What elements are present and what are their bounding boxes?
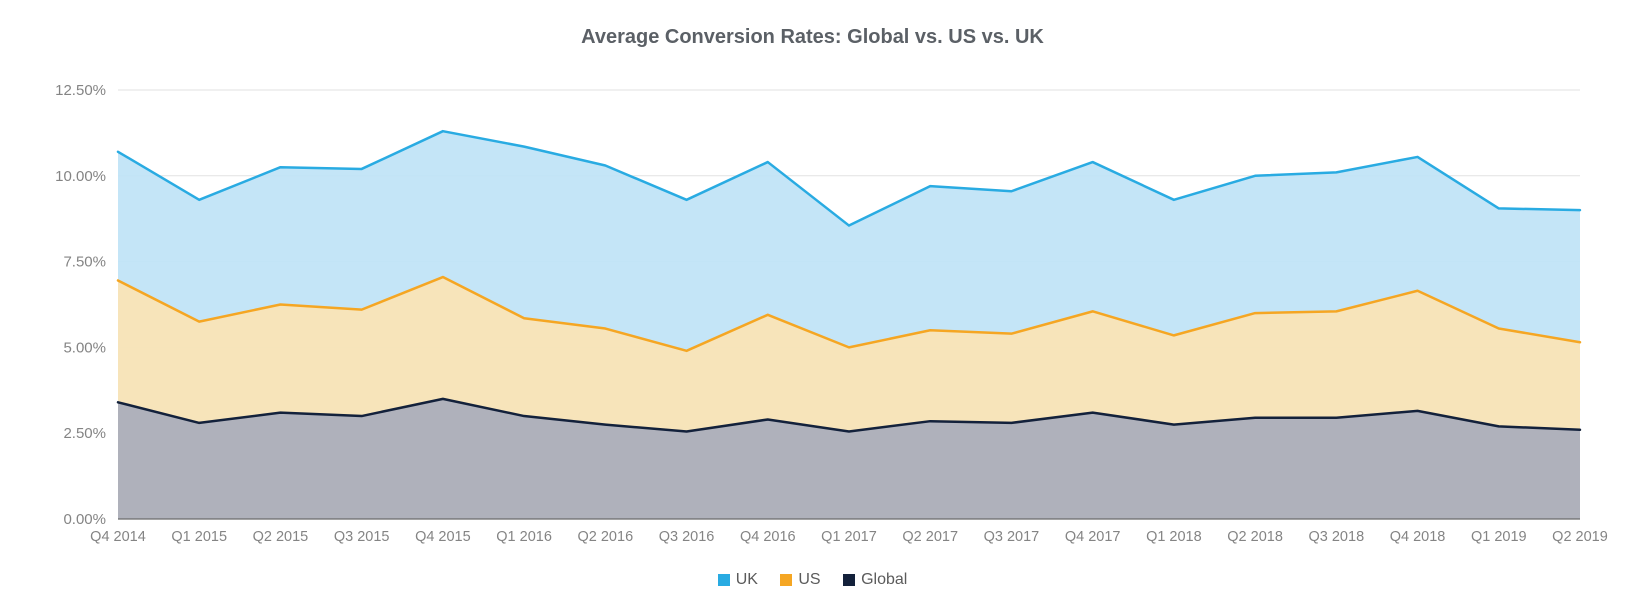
svg-text:12.50%: 12.50% (55, 82, 106, 99)
svg-text:Q3 2016: Q3 2016 (659, 529, 715, 545)
svg-text:Q3 2017: Q3 2017 (984, 529, 1040, 545)
svg-text:Q1 2016: Q1 2016 (496, 529, 552, 545)
svg-text:Q2 2017: Q2 2017 (902, 529, 958, 545)
svg-text:2.50%: 2.50% (63, 425, 106, 442)
svg-text:Q4 2016: Q4 2016 (740, 529, 796, 545)
svg-text:Q2 2015: Q2 2015 (253, 529, 309, 545)
svg-text:Q4 2014: Q4 2014 (90, 529, 146, 545)
svg-text:Q4 2017: Q4 2017 (1065, 529, 1121, 545)
svg-text:7.50%: 7.50% (63, 254, 106, 271)
svg-text:Q1 2018: Q1 2018 (1146, 529, 1202, 545)
svg-text:0.00%: 0.00% (63, 511, 106, 528)
svg-text:10.00%: 10.00% (55, 168, 106, 185)
svg-text:Q2 2016: Q2 2016 (578, 529, 634, 545)
svg-text:Q3 2015: Q3 2015 (334, 529, 390, 545)
svg-text:Q1 2019: Q1 2019 (1471, 529, 1527, 545)
svg-text:Q4 2015: Q4 2015 (415, 529, 471, 545)
svg-text:Q1 2017: Q1 2017 (821, 529, 877, 545)
svg-text:Q4 2018: Q4 2018 (1390, 529, 1446, 545)
svg-text:5.00%: 5.00% (63, 339, 106, 356)
svg-text:Q1 2015: Q1 2015 (171, 529, 227, 545)
svg-text:Q3 2018: Q3 2018 (1309, 529, 1365, 545)
svg-text:Q2 2019: Q2 2019 (1552, 529, 1608, 545)
svg-text:Q2 2018: Q2 2018 (1227, 529, 1283, 545)
